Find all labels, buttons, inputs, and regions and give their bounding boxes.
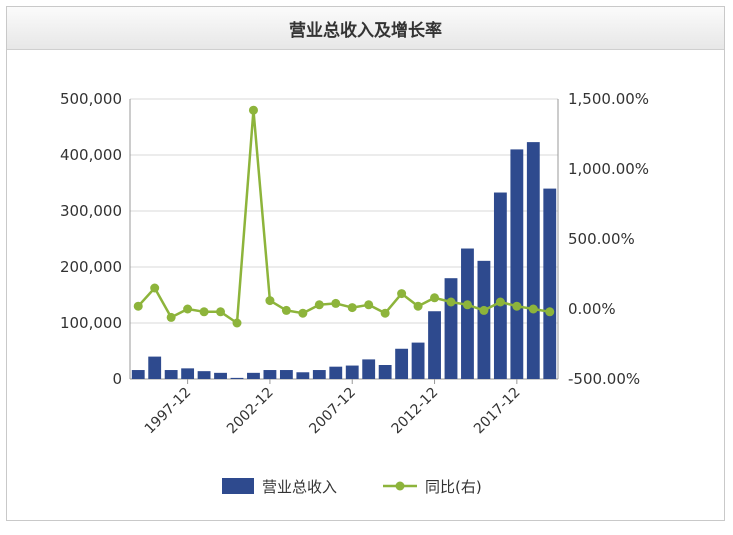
bar	[148, 356, 162, 379]
growth-point	[298, 308, 308, 318]
growth-point	[248, 105, 258, 115]
x-tick-label: 2002-12	[224, 385, 277, 438]
growth-point	[232, 318, 242, 328]
growth-point	[314, 300, 324, 310]
growth-point	[133, 301, 143, 311]
legend-line-label: 同比(右)	[425, 478, 482, 496]
growth-point	[528, 304, 538, 314]
growth-point	[166, 312, 176, 322]
bar	[164, 370, 178, 379]
growth-point	[150, 283, 160, 293]
y-left-tick-label: 100,000	[60, 314, 122, 332]
bar	[247, 372, 260, 379]
growth-point	[216, 307, 226, 317]
growth-point	[331, 298, 341, 308]
bar	[312, 370, 326, 379]
bar	[131, 370, 145, 379]
growth-point	[364, 300, 374, 310]
bar	[461, 248, 474, 379]
y-left-tick-label: 300,000	[60, 202, 122, 220]
bar	[329, 366, 343, 379]
bar	[526, 142, 540, 379]
growth-point	[446, 297, 456, 307]
x-tick-label: 2017-12	[471, 385, 524, 438]
y-left-tick-label: 400,000	[60, 146, 122, 164]
growth-point	[430, 293, 440, 303]
growth-point	[413, 301, 423, 311]
growth-point	[495, 297, 505, 307]
bar	[181, 368, 195, 379]
y-right-tick-label: -500.00%	[568, 370, 640, 388]
x-tick-label: 1997-12	[142, 385, 195, 438]
bar	[543, 188, 557, 379]
growth-point	[462, 300, 472, 310]
bar	[214, 372, 227, 379]
bar	[428, 311, 441, 379]
chart-frame: 营业总收入及增长率	[6, 6, 725, 521]
bar	[197, 371, 211, 379]
growth-point	[512, 301, 522, 311]
growth-point	[281, 305, 291, 315]
bar	[411, 342, 425, 379]
y-right-tick-label: 1,500.00%	[568, 90, 649, 108]
y-right-tick-label: 500.00%	[568, 230, 635, 248]
bar	[378, 365, 392, 379]
bar	[510, 149, 524, 379]
growth-point	[380, 308, 390, 318]
y-left-tick-label: 0	[112, 370, 122, 388]
growth-point	[545, 307, 555, 317]
bar	[362, 359, 376, 379]
y-left-tick-label: 500,000	[60, 90, 122, 108]
y-right-tick-label: 0.00%	[568, 300, 616, 318]
x-tick-label: 2012-12	[389, 385, 442, 438]
bar	[296, 372, 310, 379]
bar	[493, 192, 507, 379]
chart-title: 营业总收入及增长率	[7, 7, 724, 50]
bar	[263, 370, 277, 379]
growth-point	[183, 304, 193, 314]
bar	[279, 370, 293, 379]
bar	[230, 377, 244, 379]
bar	[477, 260, 491, 379]
bar	[345, 365, 359, 379]
legend-bar-swatch	[222, 478, 254, 494]
growth-point	[479, 305, 489, 315]
y-left-tick-label: 200,000	[60, 258, 122, 276]
legend-bar-label: 营业总收入	[262, 478, 337, 496]
legend-line-marker	[395, 481, 405, 491]
growth-point	[199, 307, 209, 317]
growth-point	[347, 303, 357, 313]
x-tick-label: 2007-12	[306, 385, 359, 438]
y-right-tick-label: 1,000.00%	[568, 160, 649, 178]
growth-point	[397, 289, 407, 299]
bar	[444, 278, 458, 379]
growth-point	[265, 296, 275, 306]
bar	[395, 348, 409, 379]
